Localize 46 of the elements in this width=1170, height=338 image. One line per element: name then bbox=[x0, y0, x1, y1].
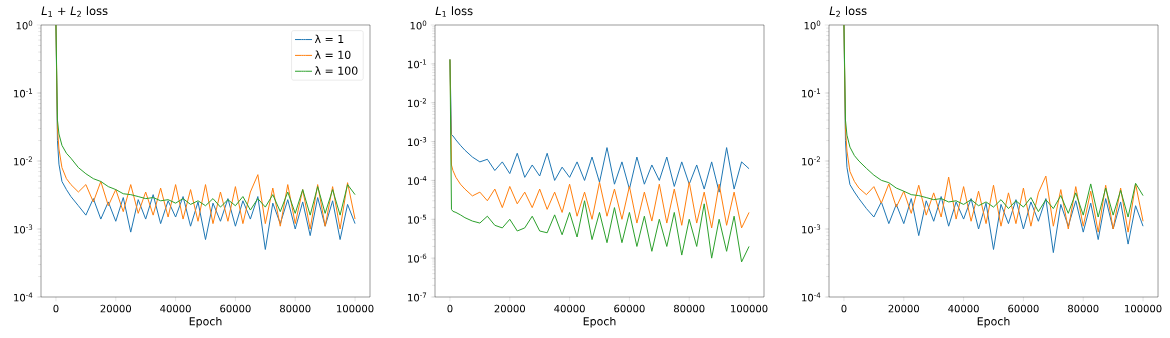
y-tick-label: 10$^{-1}$ bbox=[802, 88, 821, 98]
chart-title: L$_{2}$ loss bbox=[829, 6, 867, 17]
x-tick-label: 0 bbox=[447, 304, 453, 313]
x-tick-label: 0 bbox=[841, 304, 847, 313]
x-tick-label: 0 bbox=[53, 304, 59, 313]
x-tick-label: 20000 bbox=[888, 304, 920, 313]
x-tick-label: 20000 bbox=[100, 304, 132, 313]
x-axis-title: Epoch bbox=[189, 316, 222, 328]
y-tick-label: 10$^{-7}$ bbox=[408, 292, 427, 302]
x-tick-label: 40000 bbox=[554, 304, 585, 313]
x-tick-label: 60000 bbox=[220, 304, 251, 313]
y-tick-label: 10$^{-4}$ bbox=[408, 176, 427, 185]
x-tick-label: 80000 bbox=[1068, 304, 1099, 313]
x-tick-label: 60000 bbox=[614, 304, 645, 313]
y-tick-label: 10$^{0}$ bbox=[804, 20, 821, 30]
x-tick-label: 100000 bbox=[337, 304, 374, 313]
y-tick-label: 10$^{-1}$ bbox=[408, 59, 427, 69]
y-tick-label: 10$^{0}$ bbox=[410, 20, 427, 30]
line-series bbox=[449, 58, 750, 263]
y-tick-label: 10$^{-6}$ bbox=[408, 253, 427, 263]
x-tick-label: 40000 bbox=[160, 304, 191, 313]
x-tick-label: 20000 bbox=[494, 304, 526, 313]
y-tick-label: 10$^{-2}$ bbox=[408, 98, 427, 108]
y-tick-label: 10$^{-3}$ bbox=[408, 137, 427, 147]
y-tick-label: 10$^{-2}$ bbox=[14, 156, 33, 166]
x-tick-label: 80000 bbox=[280, 304, 311, 313]
chart-title: L$_{1}$ loss bbox=[435, 6, 473, 17]
x-tick-label: 100000 bbox=[1125, 304, 1162, 313]
x-tick-label: 60000 bbox=[1008, 304, 1039, 313]
x-tick-label: 40000 bbox=[948, 304, 979, 313]
y-tick-label: 10$^{-1}$ bbox=[14, 88, 33, 98]
x-axis-title: Epoch bbox=[583, 316, 616, 328]
legend-label: λ = 10 bbox=[314, 50, 351, 59]
y-tick-label: 10$^{-2}$ bbox=[802, 156, 821, 166]
y-tick-label: 10$^{-3}$ bbox=[14, 224, 33, 234]
y-tick-label: 10$^{-3}$ bbox=[802, 224, 821, 234]
x-axis-title: Epoch bbox=[977, 316, 1010, 328]
y-tick-label: 10$^{-5}$ bbox=[408, 214, 427, 224]
legend-label: λ = 1 bbox=[314, 34, 344, 43]
x-tick-label: 100000 bbox=[731, 304, 768, 313]
y-tick-label: 10$^{-4}$ bbox=[802, 292, 821, 302]
y-tick-label: 10$^{-4}$ bbox=[14, 292, 33, 302]
x-tick-label: 80000 bbox=[674, 304, 705, 313]
y-tick-label: 10$^{0}$ bbox=[16, 20, 33, 30]
legend-label: λ = 100 bbox=[314, 66, 358, 75]
chart-title: L$_{1}$ + L$_{2}$ loss bbox=[41, 6, 108, 17]
